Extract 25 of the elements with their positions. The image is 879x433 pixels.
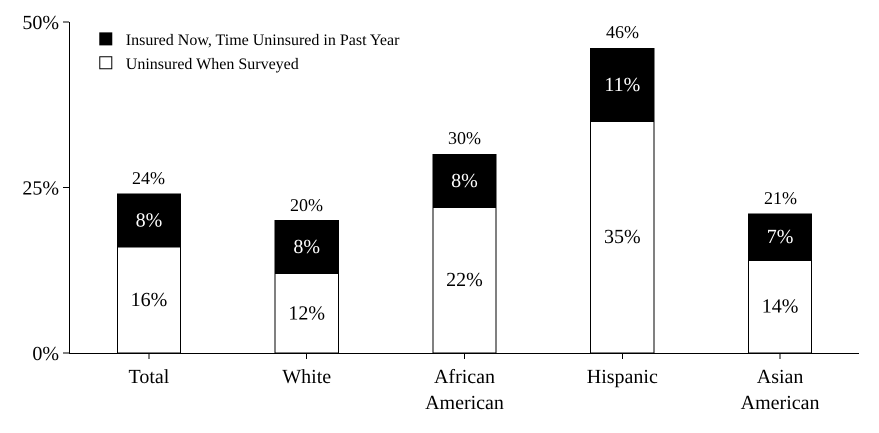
data-label: 35% — [604, 226, 641, 248]
data-label: 11% — [604, 74, 640, 96]
total-label: 46% — [606, 22, 639, 42]
y-tick-label: 25% — [22, 178, 59, 200]
data-label: 16% — [130, 289, 168, 312]
legend-label: Uninsured When Surveyed — [126, 56, 299, 73]
x-tick-label: Total — [128, 366, 170, 388]
data-label: 14% — [762, 296, 798, 318]
data-label: 8% — [136, 210, 162, 232]
y-tick-label: 50% — [22, 12, 59, 34]
y-tick-label: 0% — [32, 343, 59, 365]
data-label: 8% — [293, 236, 320, 258]
total-label: 24% — [132, 168, 165, 188]
x-tick-label: Asian American — [740, 366, 820, 414]
data-label: 8% — [451, 170, 478, 192]
legend-label: Insured Now, Time Uninsured in Past Year — [126, 32, 400, 50]
x-tick-label: African American — [425, 366, 504, 414]
total-label: 20% — [290, 195, 323, 215]
data-label: 12% — [288, 302, 326, 324]
data-label: 22% — [446, 269, 483, 292]
x-tick-label: White — [282, 366, 332, 388]
total-label: 21% — [764, 188, 797, 208]
data-label: 7% — [766, 226, 794, 248]
total-label: 30% — [448, 128, 481, 148]
x-tick-label: Hispanic — [586, 366, 658, 388]
